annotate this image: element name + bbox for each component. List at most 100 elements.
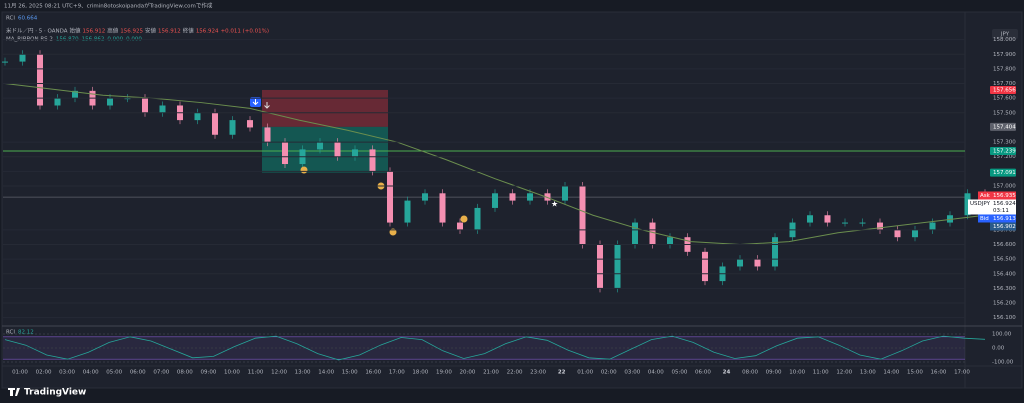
price-tick-label: 156.200 [993, 301, 1016, 307]
time-tick-label: 09:00 [766, 370, 782, 376]
candle [404, 200, 411, 223]
time-axis: 01:00 02:00 03:00 04:00 05:00 06:00 07:00 08:00… [12, 370, 970, 376]
time-tick-label: 05:00 [671, 370, 687, 376]
candle [772, 237, 778, 267]
time-tick-label: 01:00 [577, 370, 593, 376]
legend-item: 米ドル／円 · 5 · OANDA [6, 27, 68, 35]
arrow-icon [264, 102, 270, 109]
legend-item: 終値 [183, 27, 195, 35]
time-tick-label: 14:00 [318, 370, 334, 376]
price-badge-label: 157.239 [993, 149, 1016, 155]
ask: 156.935 [993, 193, 1016, 199]
candle [807, 215, 813, 223]
candle [649, 222, 656, 245]
time-tick-label: 21:00 [483, 370, 499, 376]
ask-box [978, 191, 1016, 200]
time-tick-label: 24 [723, 370, 731, 376]
time-tick-label: 18:00 [412, 370, 428, 376]
price-tick-label: 157.500 [993, 110, 1016, 116]
candle [562, 185, 568, 201]
candle [614, 244, 621, 289]
rci-tick-label: -100.00 [992, 360, 1014, 366]
price-tick-label: 157.200 [993, 154, 1016, 160]
candle [54, 98, 61, 106]
last-box [968, 199, 1016, 215]
candle [947, 215, 953, 223]
time-tick-label: 17:00 [954, 370, 970, 376]
price-tick-label: 158.000 [993, 37, 1016, 43]
price-tick-label: 156.400 [993, 271, 1016, 277]
time-tick-label: 15:00 [907, 370, 923, 376]
candle [282, 142, 288, 165]
time-tick-label: 08:00 [177, 370, 193, 376]
time-tick-label: 01:00 [12, 370, 28, 376]
candle [142, 98, 148, 113]
candle [894, 229, 901, 238]
price-badge [990, 122, 1016, 131]
price-tick-label: 156.100 [993, 315, 1016, 321]
time-tick-label: 13:00 [295, 370, 311, 376]
time-tick-label: 07:00 [153, 370, 169, 376]
time-tick-label: 05:00 [106, 370, 122, 376]
candle [457, 222, 463, 230]
currency: JPY [1000, 32, 1010, 38]
time-tick-label: 04:00 [83, 370, 99, 376]
price-tick-label: 157.000 [993, 183, 1016, 189]
candle [964, 193, 971, 216]
price-axis: 158.000 157.900 157.800 157.700 157.600 157.5… [3, 37, 1016, 321]
time-tick-label: 17:00 [389, 370, 405, 376]
currency-box [992, 29, 1018, 39]
candle [929, 222, 936, 230]
candle [754, 259, 761, 267]
ma-line [4, 83, 986, 246]
candle [107, 98, 113, 106]
candle [439, 193, 446, 223]
candle [509, 193, 516, 201]
price-badge [990, 147, 1016, 155]
candle [737, 259, 743, 267]
candle [422, 193, 428, 201]
loss-zone [262, 89, 388, 127]
rci-pane: RCI 82.12 100.00 0.00 -100.00 [3, 330, 1014, 366]
candle [492, 193, 498, 208]
time-tick-label: 19:00 [436, 370, 452, 376]
candle [334, 142, 341, 157]
time-tick-label: 11:00 [248, 370, 264, 376]
legend-item: 安値 [145, 27, 157, 35]
candle [632, 222, 638, 245]
time-tick-label: 12:00 [836, 370, 852, 376]
star-marker: ★ [551, 200, 558, 209]
price-tick-label: 157.900 [993, 52, 1016, 58]
time-tick-label: 16:00 [931, 370, 947, 376]
candle [859, 222, 866, 224]
candle [369, 149, 376, 172]
candle [824, 215, 831, 223]
price-badge-label: 157.656 [993, 87, 1016, 93]
legend-item: 始値 [70, 27, 82, 35]
ma-box [990, 222, 1016, 231]
candle [597, 244, 603, 289]
time-tick-label: 10:00 [789, 370, 805, 376]
last: 156.924 [993, 201, 1016, 207]
time-tick-label: 04:00 [648, 370, 664, 376]
price-tick-label: 156.300 [993, 286, 1016, 292]
candle [229, 120, 236, 135]
time-tick-label: 03:00 [59, 370, 75, 376]
rci-value: 82.12 [18, 330, 34, 336]
brand: TradingView [24, 388, 86, 398]
time-tick-label: 09:00 [200, 370, 216, 376]
candle [387, 171, 393, 223]
candle [194, 112, 201, 121]
top-indicator-name: RCI [6, 16, 15, 22]
price-tick-label: 156.500 [993, 257, 1016, 263]
rci-tick-label: 100.00 [992, 332, 1012, 338]
time-tick-label: 16:00 [365, 370, 381, 376]
symbol: USDJPY [970, 201, 991, 207]
time-tick-label: 11:00 [813, 370, 829, 376]
time-tick-label: 20:00 [460, 370, 476, 376]
rci-line [4, 335, 986, 361]
rci-tick-label: 0.00 [992, 346, 1005, 352]
candle [842, 222, 848, 224]
brand-logo [8, 388, 20, 396]
